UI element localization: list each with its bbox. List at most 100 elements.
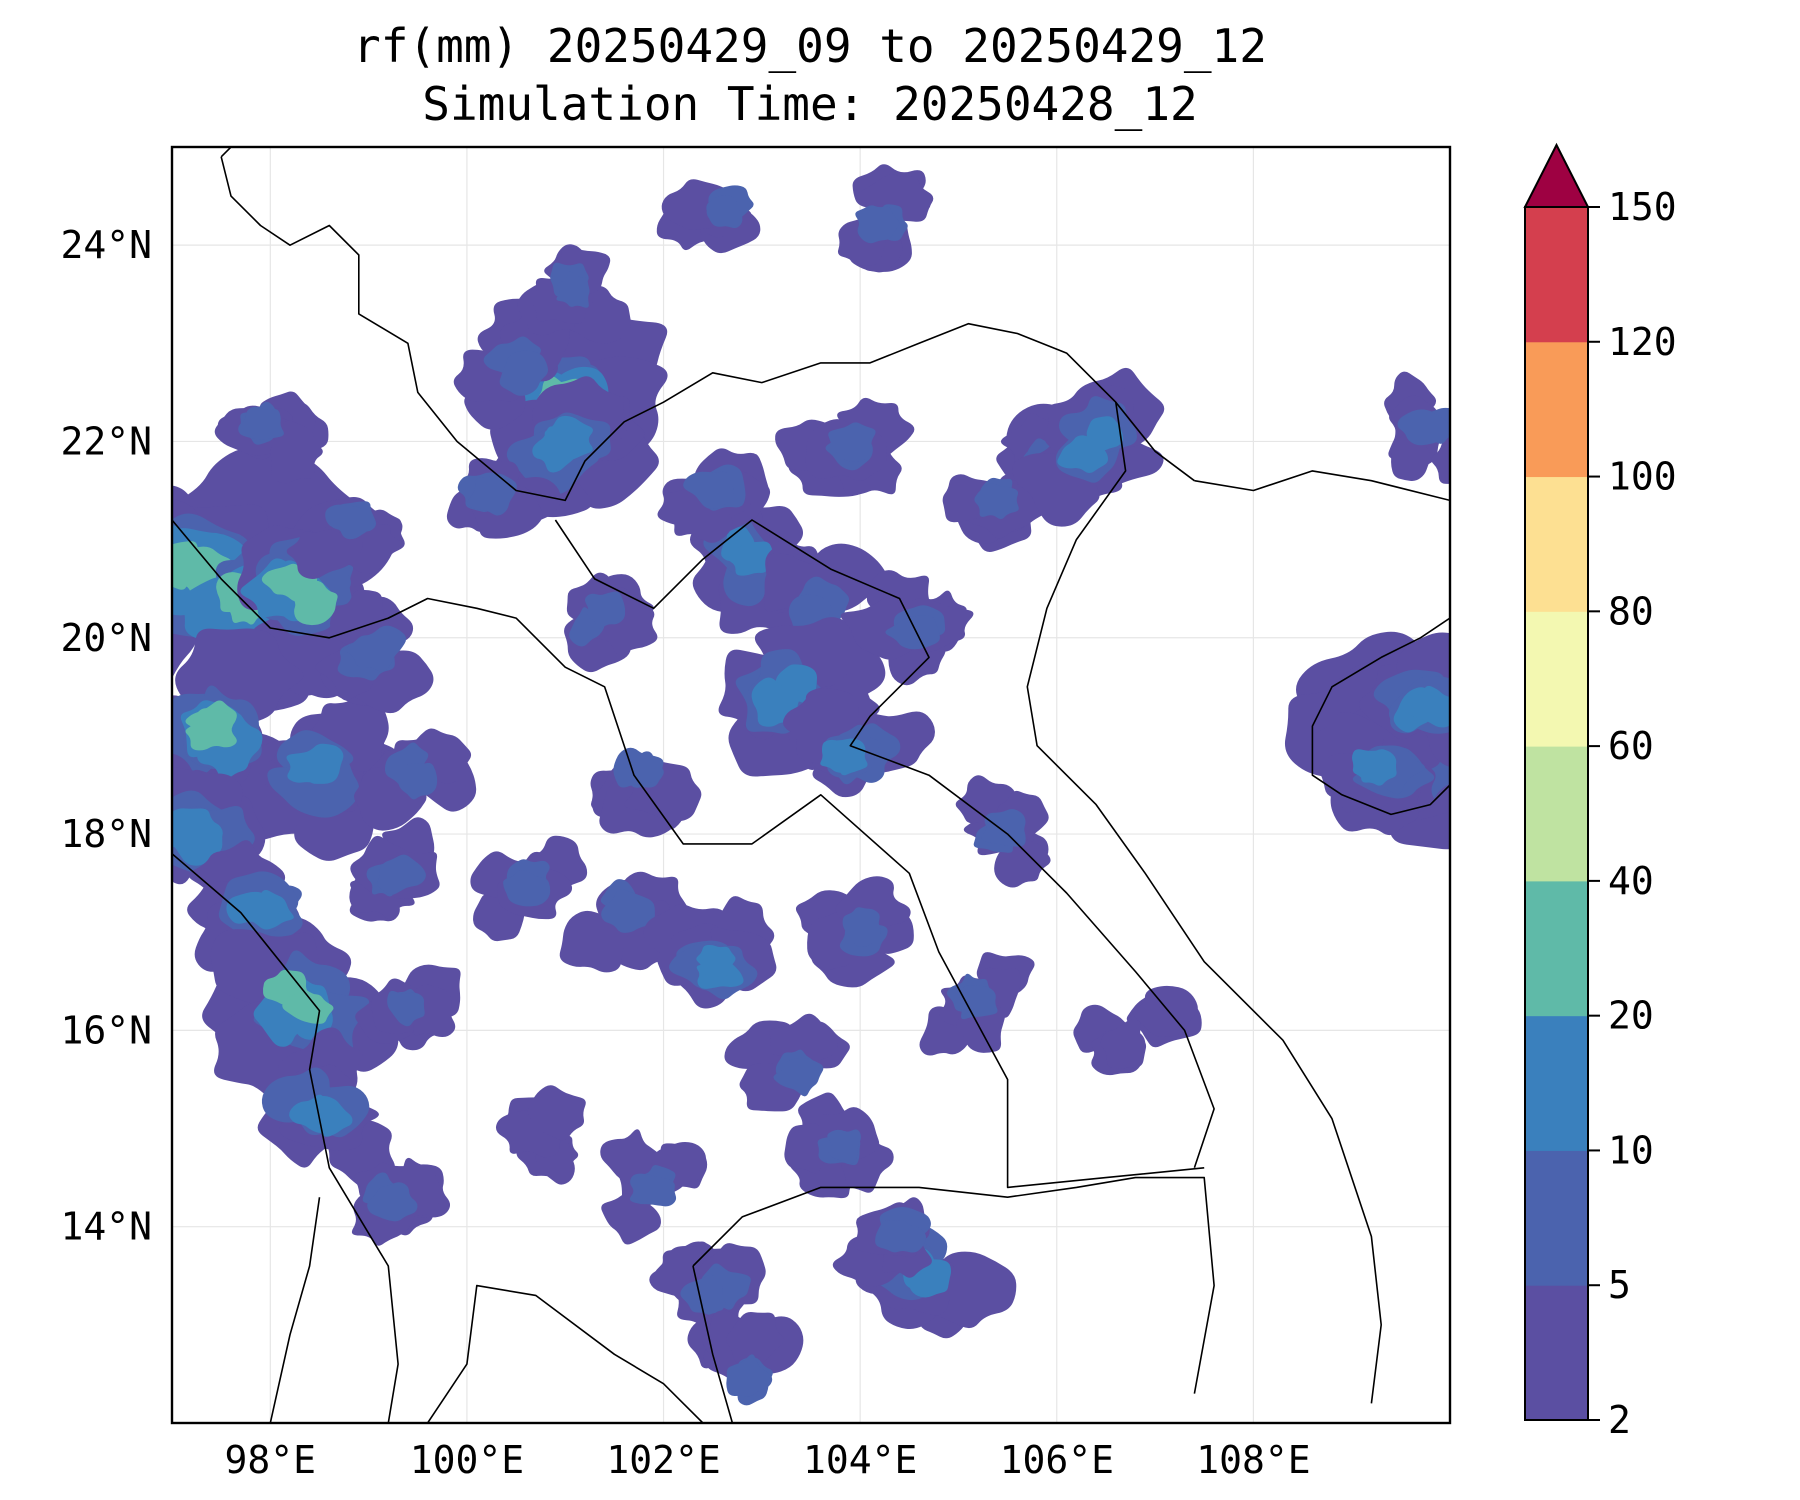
colorbar-tick-label: 40	[1608, 859, 1654, 903]
rain-contour-band	[1397, 409, 1450, 446]
rain-contour-band	[289, 1094, 334, 1134]
border-line	[554, 519, 1215, 1169]
rain-cell	[1073, 985, 1202, 1076]
colorbar-tick-label: 20	[1608, 994, 1654, 1038]
rain-cell	[1310, 711, 1436, 836]
rain-cell	[832, 1197, 932, 1287]
rain-contour-band	[282, 989, 334, 1024]
rain-cell	[564, 572, 658, 673]
rain-contour-band	[828, 422, 876, 462]
lon-tick-label: 98°E	[225, 1438, 317, 1482]
rain-cell	[656, 179, 761, 254]
colorbar-tick-label: 10	[1608, 1128, 1654, 1172]
lon-tick-label: 100°E	[410, 1438, 524, 1482]
rain-cell	[764, 539, 888, 664]
rain-contour-band	[532, 426, 578, 473]
rain-contour-band	[467, 473, 517, 516]
border-line	[692, 1265, 734, 1423]
colorbar-extend-arrow	[1523, 142, 1590, 208]
rain-contour-band	[499, 350, 549, 396]
border-line	[1194, 470, 1450, 502]
lon-tick-label: 102°E	[606, 1438, 720, 1482]
latitude-axis: 14°N 16°N 18°N 20°N 22°N 24°N	[60, 223, 152, 1249]
rain-contour-band	[1391, 433, 1431, 482]
rain-cell	[649, 1241, 766, 1333]
lat-tick-label: 18°N	[60, 812, 152, 856]
rain-cell	[775, 397, 915, 497]
coastline-border-layer	[172, 147, 1450, 1423]
rain-contour-band	[1404, 685, 1450, 728]
rain-contour-band	[820, 739, 862, 773]
rain-cell	[590, 747, 702, 838]
rain-contour-band	[680, 1274, 726, 1315]
colorbar-segment	[1525, 1015, 1588, 1151]
colorbar-tick-label: 60	[1608, 724, 1654, 768]
rain-cell	[687, 1310, 804, 1406]
rain-cell	[495, 1085, 586, 1185]
map-frame	[170, 145, 1452, 1425]
rain-contour-band	[1352, 749, 1393, 782]
colorbar-segment	[1525, 1285, 1588, 1421]
lat-tick-label: 16°N	[60, 1008, 152, 1052]
rain-contour-band	[286, 747, 339, 784]
rain-contour-band	[629, 1173, 677, 1207]
rain-cell	[919, 952, 1035, 1056]
rain-contour-band	[367, 1182, 418, 1222]
lat-tick-label: 24°N	[60, 223, 152, 267]
rain-contour-band	[855, 205, 900, 244]
rain-contour-band	[398, 762, 438, 800]
rain-contour-band	[728, 541, 776, 576]
colorbar-tick-label: 80	[1608, 589, 1654, 633]
colorbar-segment	[1525, 341, 1588, 478]
rain-cell	[840, 570, 974, 686]
rain-contour-band	[172, 811, 223, 866]
rain-contour-band	[885, 615, 940, 650]
rain-contour-band	[827, 1129, 861, 1165]
border-line	[220, 156, 1195, 502]
rain-contour-band	[527, 1085, 586, 1141]
rain-contour-band	[683, 471, 734, 509]
rain-cell	[517, 244, 632, 344]
colorbar-tick-label: 100	[1608, 455, 1677, 499]
colorbar-segment	[1525, 207, 1588, 343]
title-line-2: Simulation Time: 20250428_12	[422, 77, 1197, 131]
border-line	[1026, 402, 1382, 1404]
rain-contour-band	[981, 809, 1026, 847]
rain-contour-band	[503, 870, 551, 907]
rain-contour-band	[601, 1193, 661, 1245]
rain-contour-band	[974, 483, 1019, 520]
rain-cell	[600, 1129, 708, 1245]
border-line	[1311, 617, 1450, 816]
border-line	[269, 1197, 321, 1423]
rain-contour-band	[769, 1013, 838, 1065]
rain-cell	[782, 673, 935, 798]
rain-contour-band	[696, 944, 736, 977]
rain-cell	[837, 164, 934, 273]
rain-contour-band	[346, 625, 407, 672]
colorbar-segment	[1525, 746, 1588, 882]
colorbar-segment	[1525, 476, 1588, 612]
rain-cell	[1384, 371, 1450, 484]
rain-contour-band	[842, 907, 882, 948]
rain-contour-band	[706, 195, 743, 229]
rain-cell	[286, 501, 405, 580]
rain-contour-band	[584, 591, 626, 629]
rain-cell	[942, 472, 1052, 552]
rain-cell	[354, 728, 477, 831]
rain-contour-band	[325, 504, 375, 540]
colorbar-tick-label: 5	[1608, 1263, 1631, 1307]
colorbar: 2 5 10 20 40 60 80 100 120 150	[1523, 142, 1677, 1442]
colorbar-segment	[1525, 1150, 1588, 1286]
lat-tick-label: 14°N	[60, 1205, 152, 1249]
lon-tick-label: 106°E	[1000, 1438, 1114, 1482]
lat-tick-label: 22°N	[60, 419, 152, 463]
rain-contour-band	[1431, 433, 1450, 484]
rain-cell	[784, 1092, 894, 1199]
rain-cell	[724, 1013, 850, 1112]
longitude-axis: 98°E 100°E 102°E 104°E 106°E 108°E	[225, 1438, 1311, 1482]
rain-cell	[955, 775, 1051, 888]
rain-contour-band	[185, 708, 237, 751]
rain-contour-band	[559, 910, 631, 973]
rain-contour-band	[725, 1311, 785, 1370]
colorbar-segment	[1525, 880, 1588, 1017]
